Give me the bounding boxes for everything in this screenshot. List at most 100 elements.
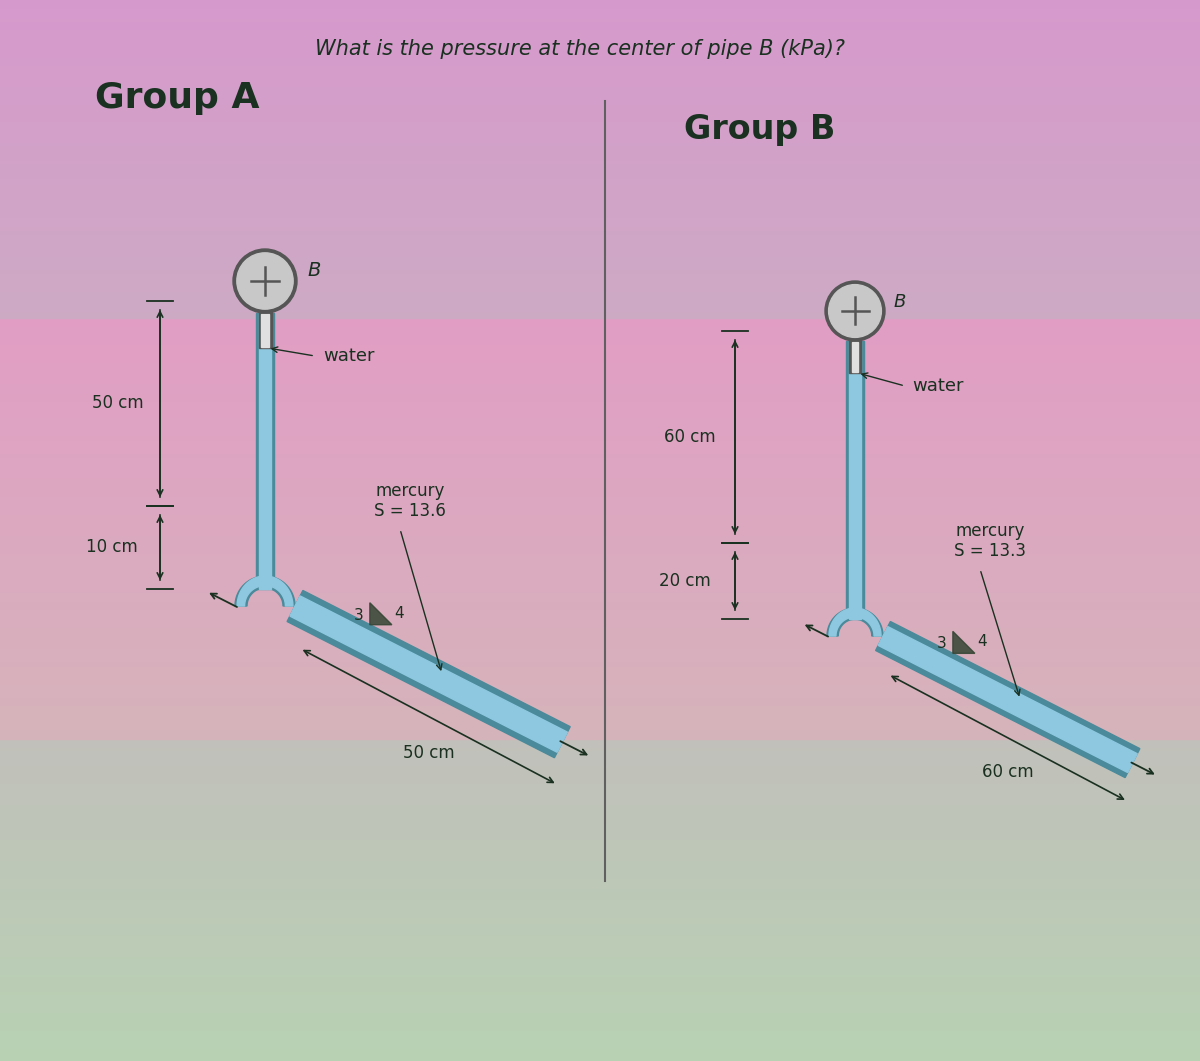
Bar <box>0 495 1200 499</box>
Bar <box>0 873 1200 877</box>
Bar <box>0 1054 1200 1058</box>
Bar <box>0 764 1200 767</box>
Bar <box>0 99 1200 103</box>
Bar <box>0 336 1200 340</box>
Bar <box>0 923 1200 926</box>
Text: 50 cm: 50 cm <box>403 745 455 763</box>
Bar <box>0 806 1200 810</box>
Bar <box>0 693 1200 697</box>
Bar <box>0 623 1200 626</box>
Bar <box>0 835 1200 838</box>
Bar <box>0 584 1200 587</box>
Bar <box>0 32 1200 35</box>
Bar <box>0 184 1200 188</box>
Bar <box>0 650 1200 655</box>
Bar <box>0 56 1200 60</box>
Bar <box>0 676 1200 679</box>
Bar <box>0 379 1200 382</box>
Bar <box>0 71 1200 74</box>
Bar <box>0 326 1200 329</box>
Bar <box>0 831 1200 835</box>
Bar <box>0 672 1200 676</box>
Bar <box>0 937 1200 941</box>
Bar <box>0 1058 1200 1061</box>
Bar <box>0 209 1200 212</box>
Circle shape <box>829 284 882 337</box>
Bar <box>0 215 1200 220</box>
Bar <box>0 573 1200 576</box>
Bar <box>0 803 1200 806</box>
Bar <box>0 400 1200 403</box>
Bar <box>0 814 1200 817</box>
Bar <box>0 88 1200 92</box>
Text: water: water <box>323 347 374 365</box>
Bar <box>0 520 1200 523</box>
Bar <box>0 552 1200 555</box>
Bar <box>0 594 1200 597</box>
Bar <box>0 1040 1200 1043</box>
Bar <box>0 268 1200 273</box>
Text: Group A: Group A <box>95 81 259 115</box>
Bar <box>0 544 1200 549</box>
Bar <box>0 602 1200 605</box>
Bar <box>0 863 1200 867</box>
Bar <box>0 417 1200 421</box>
Bar <box>0 1008 1200 1011</box>
Text: 60 cm: 60 cm <box>664 428 716 446</box>
Bar <box>258 311 271 348</box>
Bar <box>0 793 1200 796</box>
Bar <box>0 329 1200 332</box>
Bar <box>0 580 1200 584</box>
Bar <box>0 820 1200 824</box>
Bar <box>0 732 1200 735</box>
Bar <box>0 103 1200 106</box>
Bar <box>0 846 1200 849</box>
Bar <box>0 149 1200 152</box>
Bar <box>0 241 1200 244</box>
Bar <box>0 7 1200 11</box>
Bar <box>0 276 1200 279</box>
Bar <box>0 644 1200 647</box>
Bar <box>0 95 1200 99</box>
Bar <box>0 92 1200 95</box>
Bar <box>0 180 1200 184</box>
Bar <box>0 534 1200 538</box>
Bar <box>0 389 1200 393</box>
Polygon shape <box>370 603 392 625</box>
Bar <box>0 35 1200 39</box>
Bar <box>0 198 1200 202</box>
Bar <box>0 725 1200 729</box>
Bar <box>0 194 1200 198</box>
Bar <box>0 658 1200 661</box>
Bar <box>0 449 1200 453</box>
Bar <box>0 562 1200 566</box>
Bar <box>0 947 1200 952</box>
Bar <box>0 1050 1200 1054</box>
Bar <box>0 273 1200 276</box>
Bar <box>0 283 1200 286</box>
Bar <box>0 464 1200 467</box>
Bar <box>0 152 1200 156</box>
Bar <box>0 21 1200 24</box>
Bar <box>0 753 1200 756</box>
Polygon shape <box>876 622 1140 778</box>
Text: mercury
S = 13.3: mercury S = 13.3 <box>954 522 1026 560</box>
Bar <box>0 226 1200 230</box>
Bar <box>0 852 1200 856</box>
Bar <box>0 3 1200 7</box>
Circle shape <box>236 253 293 309</box>
Bar <box>0 888 1200 891</box>
Bar <box>0 902 1200 905</box>
Bar <box>0 279 1200 283</box>
Bar <box>0 785 1200 788</box>
Bar <box>0 156 1200 159</box>
Bar <box>0 690 1200 693</box>
Bar <box>0 343 1200 347</box>
Bar <box>0 955 1200 958</box>
Bar <box>0 527 1200 530</box>
Polygon shape <box>238 576 293 606</box>
Bar <box>0 131 1200 135</box>
Bar <box>0 796 1200 799</box>
Bar <box>0 332 1200 336</box>
Bar <box>0 39 1200 42</box>
